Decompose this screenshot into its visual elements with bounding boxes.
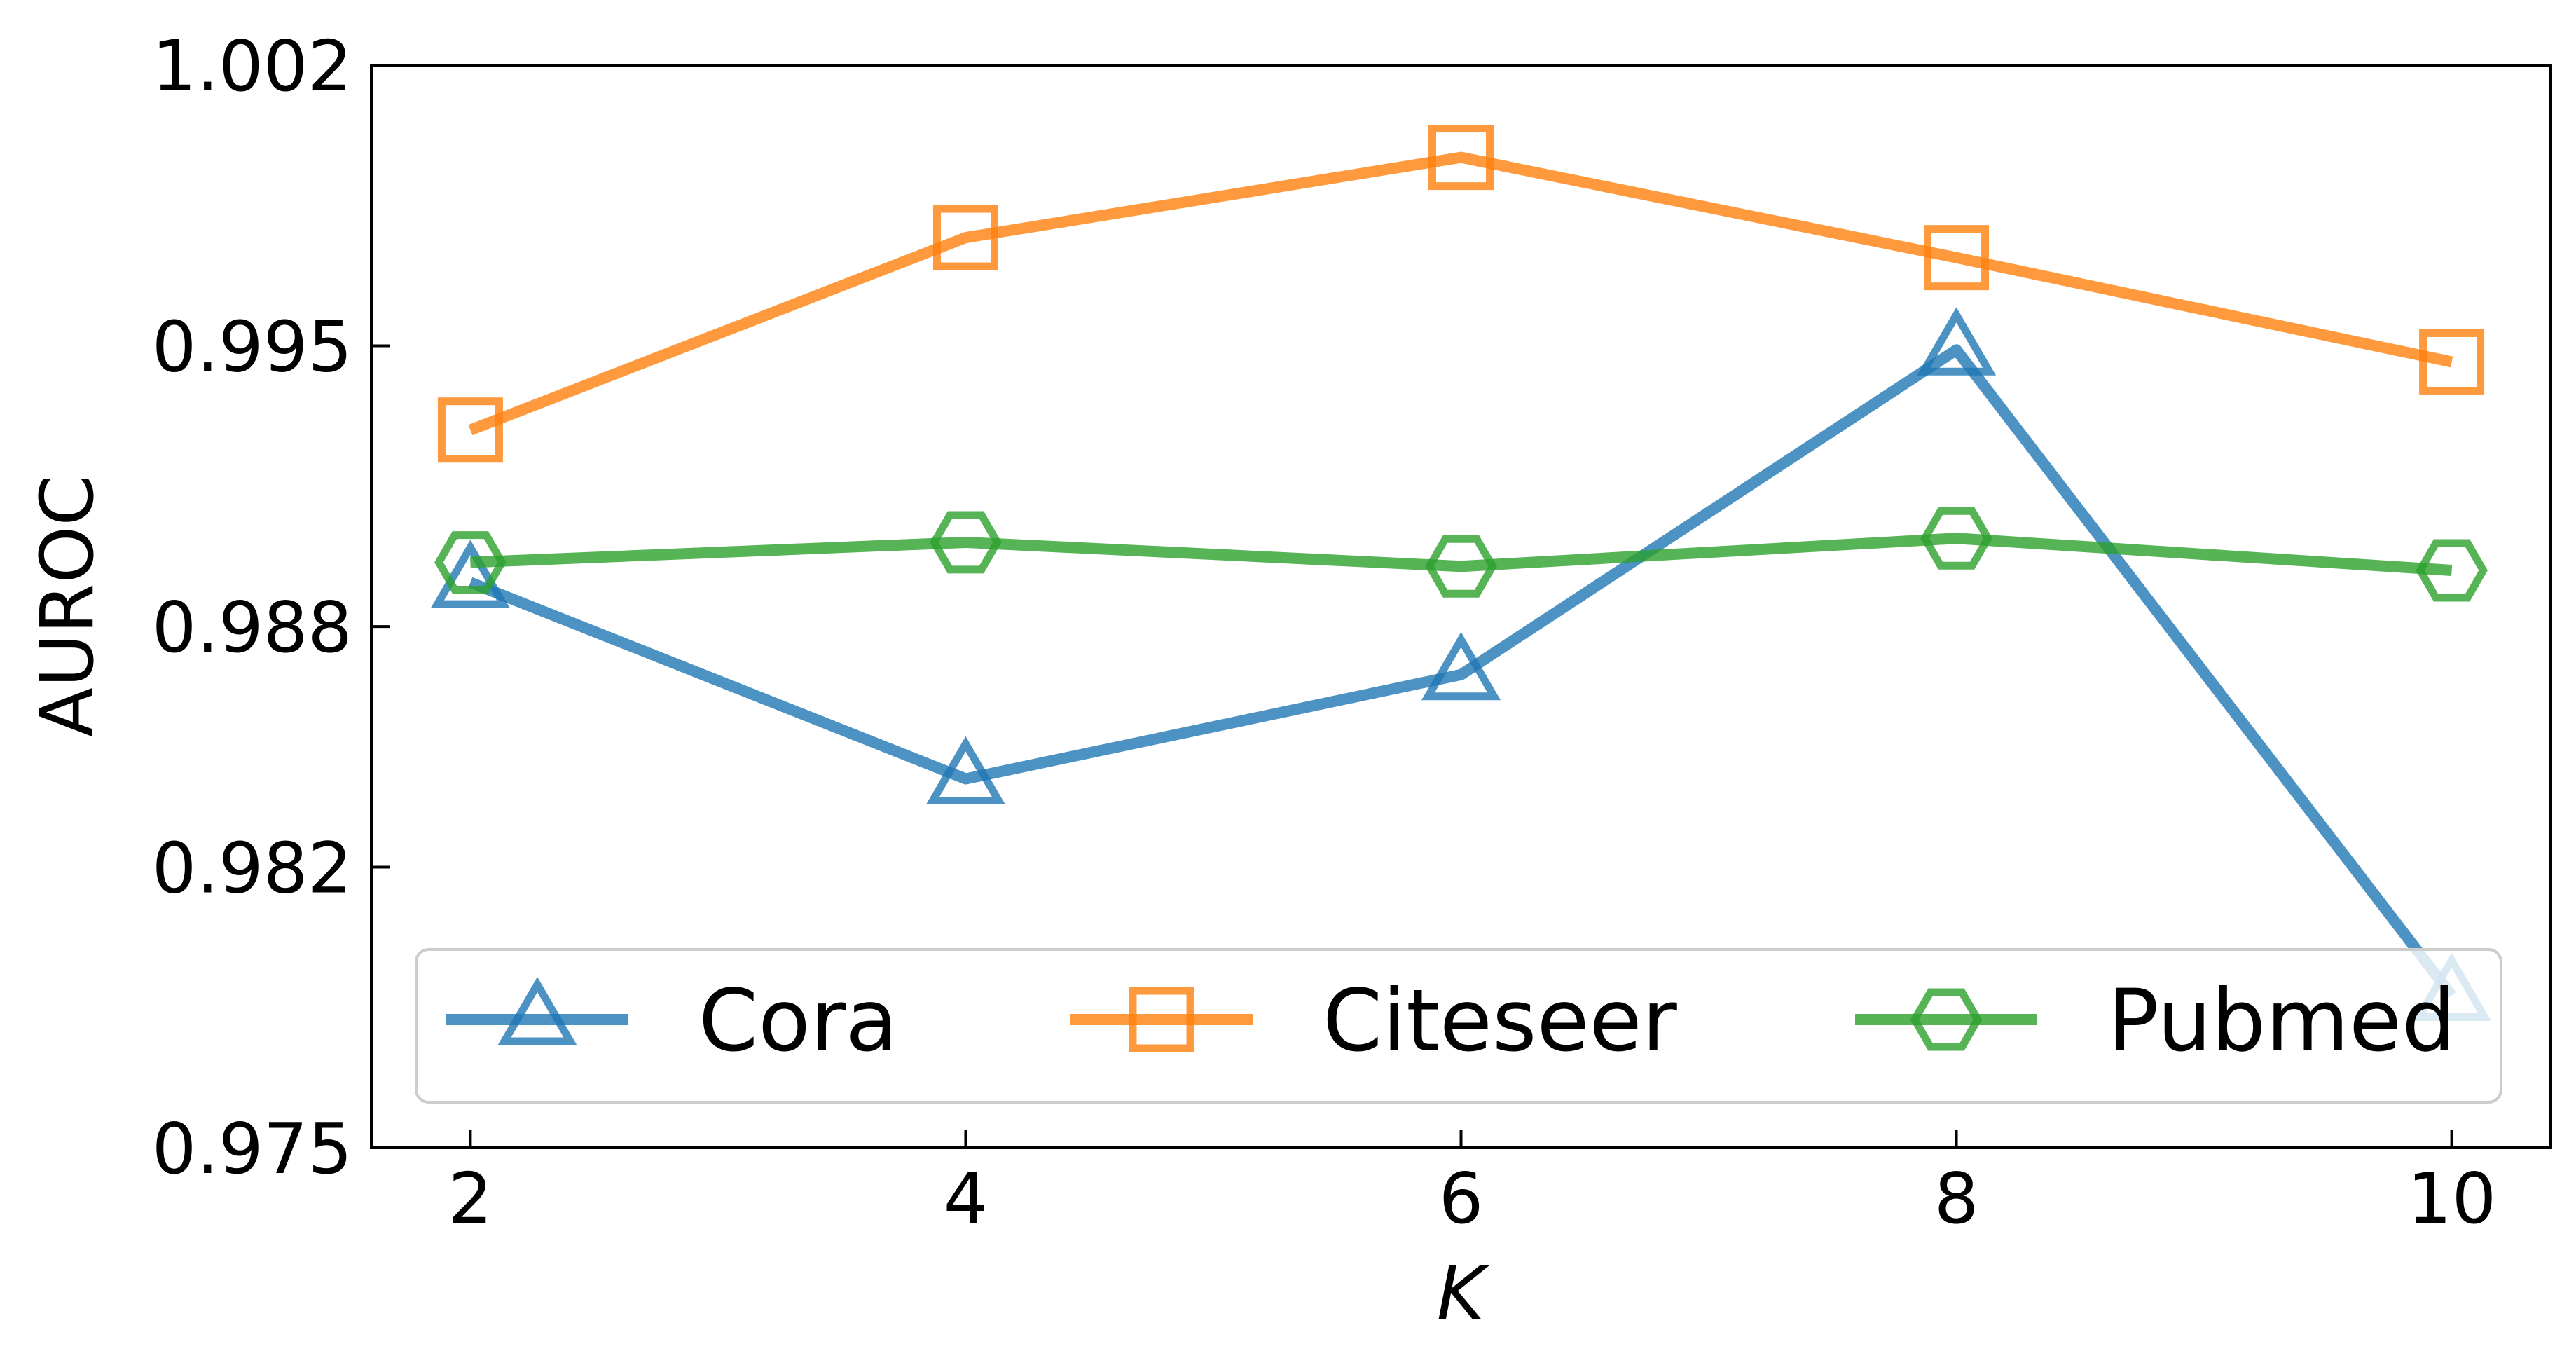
x-tick-label: 4	[944, 1158, 989, 1240]
legend-box	[415, 948, 2502, 1104]
x-tick-label: 2	[448, 1158, 493, 1240]
legend-marker-pubmed	[1910, 988, 1983, 1051]
legend-item-cora: Cora	[446, 971, 898, 1071]
y-tick-label: 0.988	[152, 587, 352, 668]
series-line-pubmed	[470, 533, 2453, 576]
y-axis-label: AUROC	[25, 475, 110, 737]
x-tick-label: 8	[1934, 1158, 1979, 1240]
y-tick-label: 0.975	[152, 1108, 352, 1190]
legend: Cora Citeseer Pubmed	[415, 948, 2502, 1104]
legend-item-citeseer: Citeseer	[1070, 971, 1678, 1071]
series-line-citeseer	[468, 151, 2453, 436]
data-point-cora	[430, 540, 510, 608]
data-point-citeseer	[932, 205, 998, 270]
x-axis-label: K	[1437, 1251, 1490, 1336]
y-axis-ticks: 0.975 0.982 0.988 0.995 1.002	[152, 25, 390, 1190]
series-line-cora	[468, 344, 2456, 999]
x-tick-label: 10	[2407, 1158, 2496, 1240]
data-point-pubmed	[930, 511, 1002, 574]
data-point-pubmed	[1425, 535, 1497, 598]
data-point-pubmed	[1920, 507, 1992, 570]
legend-label: Cora	[698, 971, 898, 1071]
legend-label: Pubmed	[2107, 971, 2456, 1071]
data-point-citeseer	[1924, 225, 1990, 291]
x-axis-ticks: 2 4 6 8 10	[448, 1130, 2496, 1240]
data-point-cora	[925, 736, 1006, 805]
data-point-cora	[1421, 631, 1501, 701]
legend-marker-citeseer	[1129, 987, 1194, 1052]
data-point-pubmed	[434, 531, 507, 594]
legend-marker-cora	[497, 977, 577, 1045]
legend-label: Citeseer	[1323, 971, 1678, 1071]
data-point-cora	[1916, 307, 1997, 376]
x-tick-label: 6	[1439, 1158, 1484, 1240]
legend-items: Cora Citeseer Pubmed	[446, 971, 2456, 1071]
legend-item-pubmed: Pubmed	[1855, 971, 2456, 1071]
y-tick-label: 1.002	[152, 25, 352, 107]
data-point-pubmed	[2416, 539, 2488, 602]
series-citeseer	[437, 125, 2485, 463]
series-pubmed	[434, 507, 2488, 602]
data-point-citeseer	[2419, 329, 2485, 395]
data-point-citeseer	[437, 397, 503, 463]
y-tick-label: 0.982	[152, 827, 352, 909]
data-point-citeseer	[1428, 125, 1494, 191]
y-tick-label: 0.995	[152, 306, 352, 388]
